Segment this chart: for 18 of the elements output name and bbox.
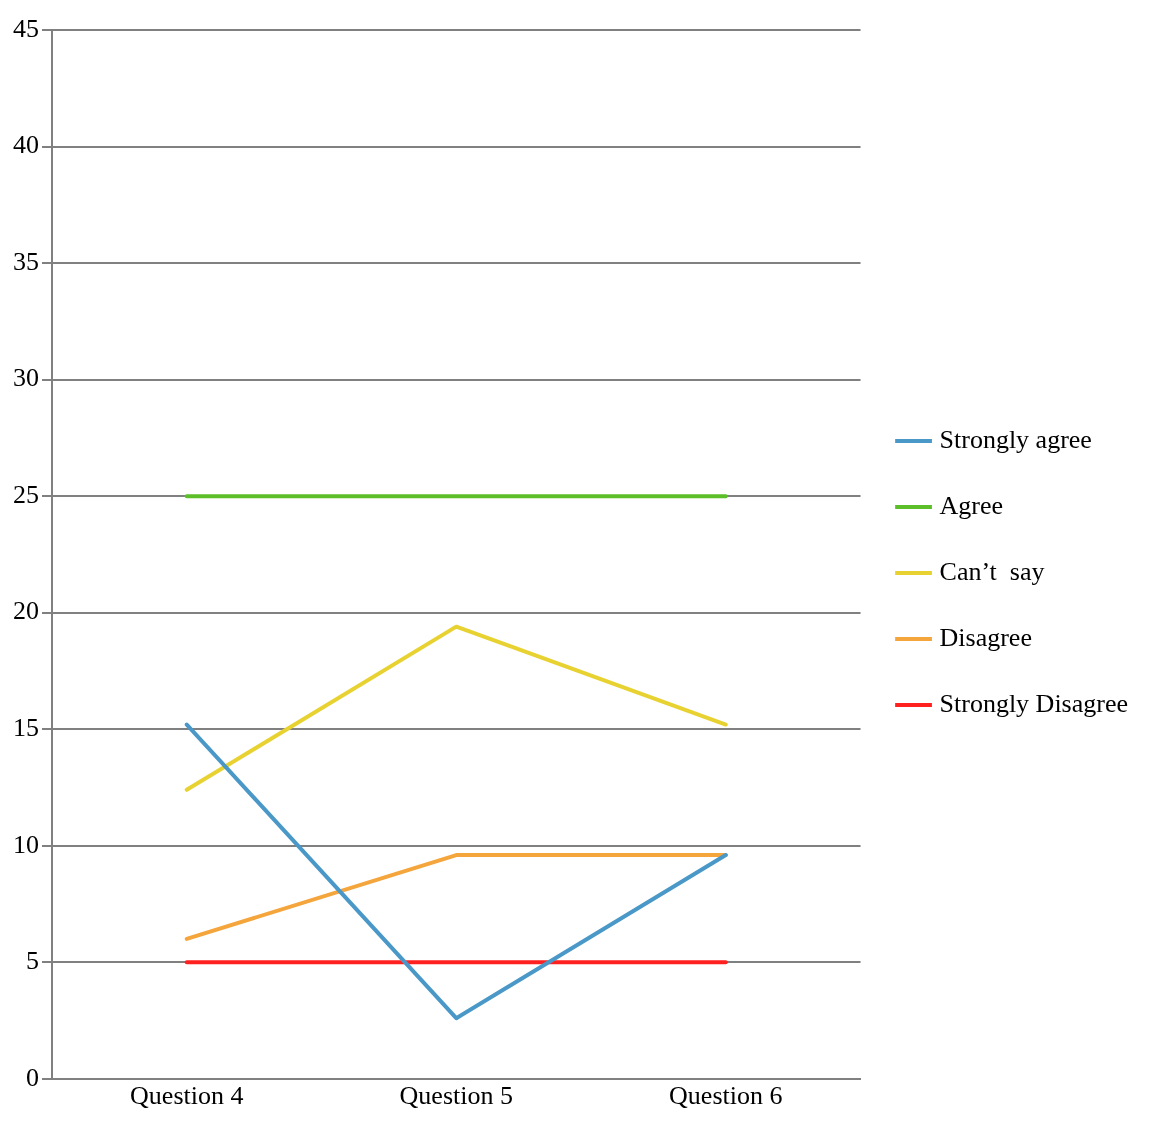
legend-label: Disagree — [939, 622, 1032, 652]
legend-label: Strongly agree — [939, 424, 1092, 454]
x-tick-label: Question 4 — [130, 1081, 244, 1111]
y-tick-label: 0 — [26, 1062, 39, 1092]
y-tick-label: 30 — [13, 363, 39, 393]
y-tick-label: 15 — [13, 713, 39, 743]
legend-label: Strongly Disagree — [939, 688, 1129, 718]
y-tick-label: 25 — [13, 479, 39, 509]
legend-label: Can’t say — [939, 556, 1045, 586]
y-tick-label: 45 — [13, 13, 39, 43]
y-tick-label: 40 — [13, 130, 39, 160]
x-tick-label: Question 5 — [399, 1081, 513, 1111]
y-tick-label: 10 — [13, 829, 39, 859]
y-tick-label: 20 — [13, 596, 39, 626]
y-tick-label: 35 — [13, 246, 39, 276]
legend-label: Agree — [939, 490, 1004, 520]
y-tick-label: 5 — [26, 946, 39, 976]
x-tick-label: Question 6 — [669, 1081, 783, 1111]
